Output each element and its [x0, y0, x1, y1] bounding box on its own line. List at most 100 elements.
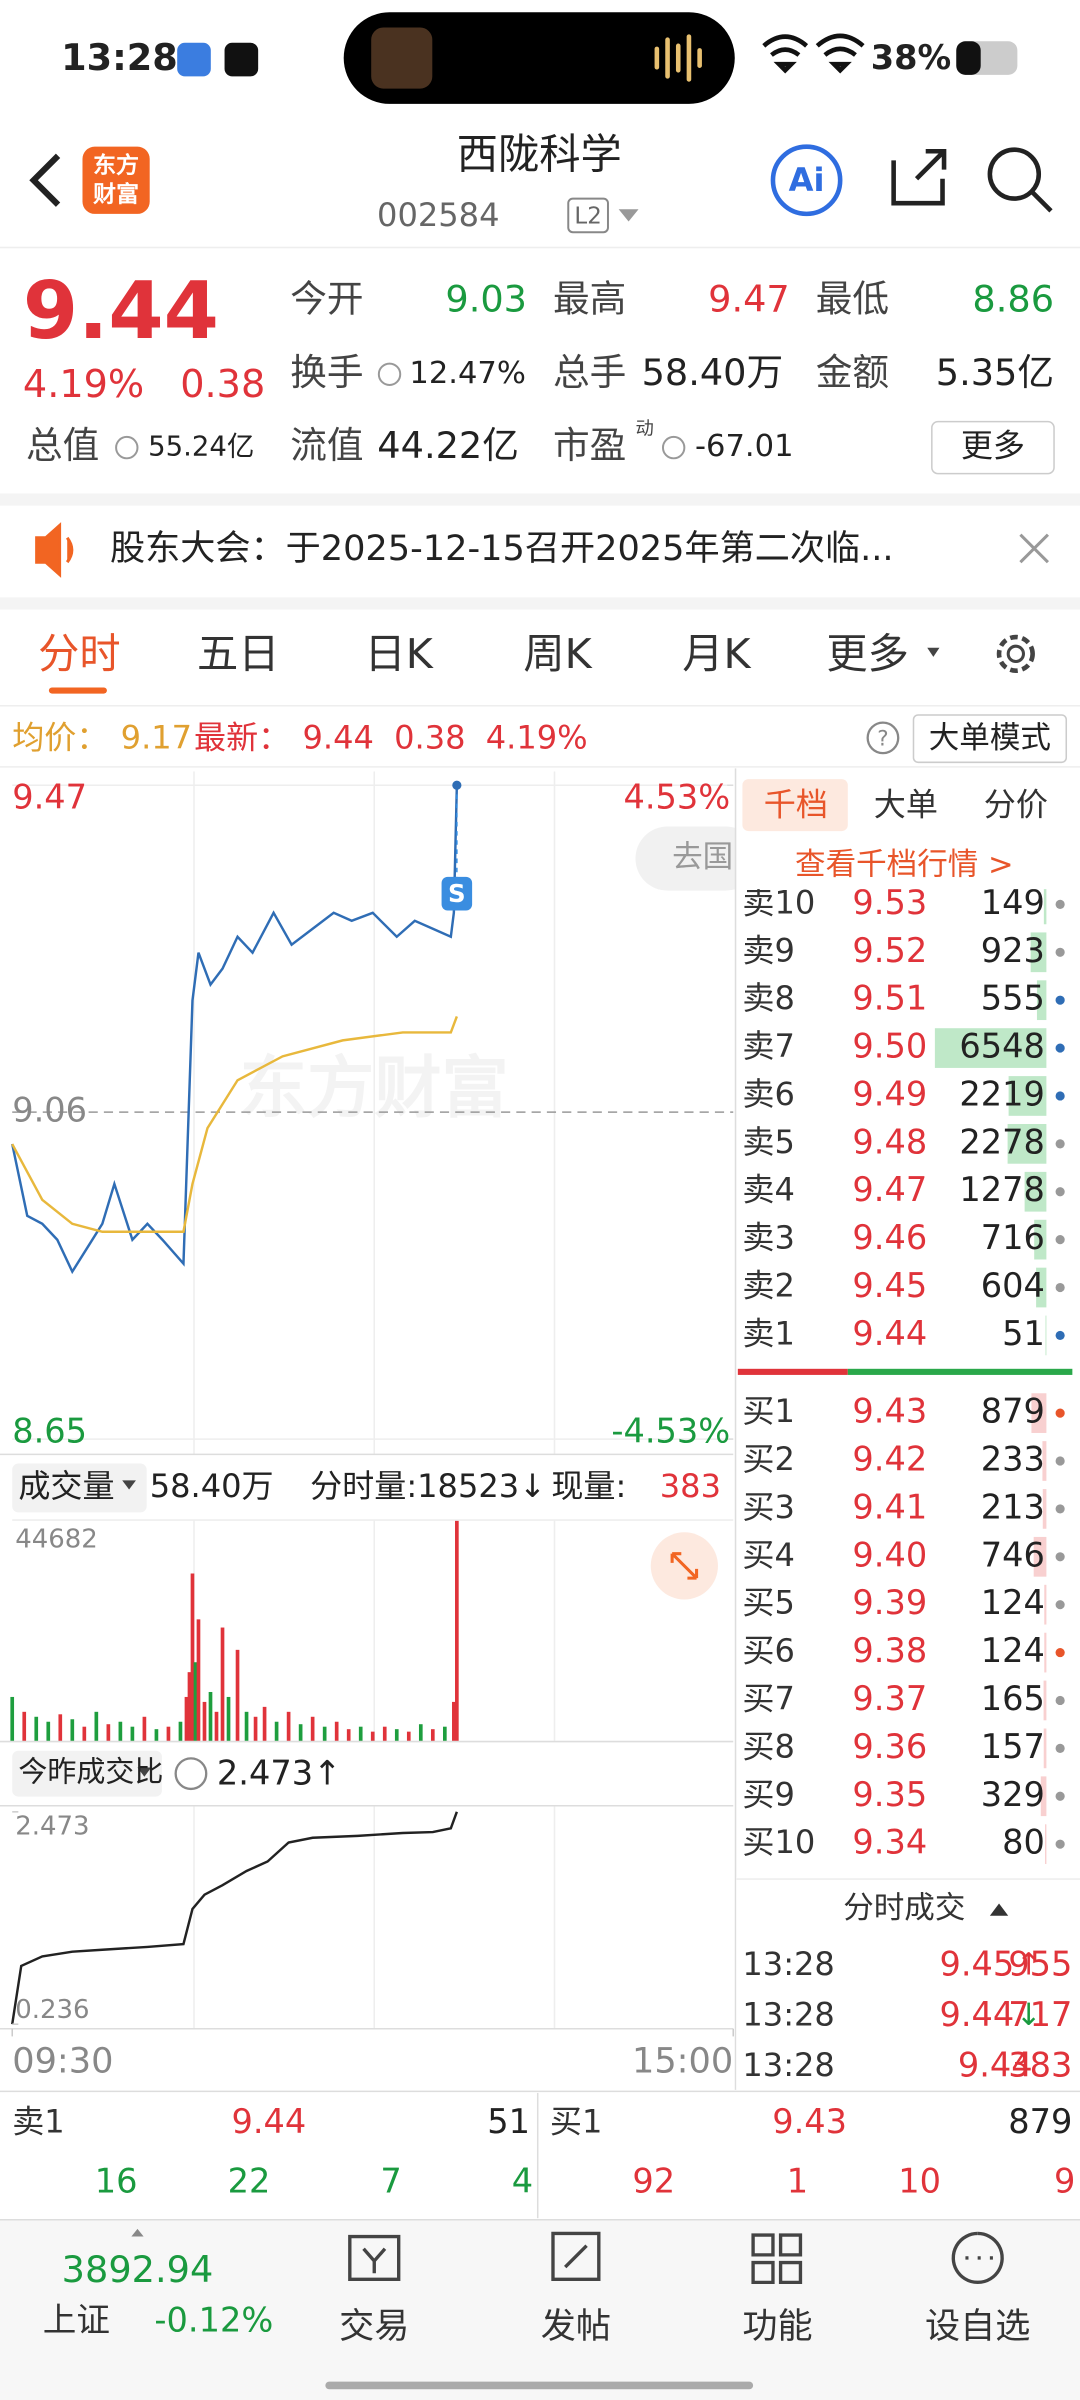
index-value[interactable]: 3892.94 [62, 2248, 214, 2291]
info-latest-label: 最新： [194, 718, 290, 756]
volume-title[interactable]: 成交量 [18, 1467, 114, 1505]
book-price: 9.38 [852, 1631, 927, 1670]
index-change[interactable]: -0.12% [154, 2301, 273, 2340]
nav-item[interactable]: 功能 [742, 2306, 812, 2347]
wifi-icon [815, 33, 865, 74]
depth-bar [1031, 1393, 1047, 1433]
book-level: 买2 [742, 1440, 794, 1478]
book-volume: 716 [981, 1218, 1045, 1257]
bottom-price: 9.43 [772, 2102, 847, 2141]
period-tab[interactable]: 月K [682, 630, 751, 678]
dropdown-arrow[interactable] [618, 209, 639, 222]
period-tab[interactable]: 日K [365, 630, 434, 678]
sell-count: 16 [95, 2162, 138, 2201]
logo-text: 财富 [93, 181, 139, 208]
period-tab[interactable]: 分时 [38, 630, 120, 678]
trades-background [736, 1877, 1080, 2090]
nav-item[interactable]: 设自选 [925, 2306, 1030, 2347]
book-level: 卖2 [742, 1267, 794, 1305]
book-volume: 6548 [959, 1027, 1044, 1066]
book-tab[interactable]: 分价 [984, 786, 1048, 824]
settings-button[interactable] [996, 634, 1035, 673]
app-logo[interactable] [82, 146, 150, 214]
nav-item[interactable]: 交易 [339, 2306, 409, 2347]
depth-bar [1043, 1680, 1047, 1721]
book-dot [1055, 1091, 1065, 1101]
spread-green [847, 1368, 1073, 1375]
stat-label: 总手 [553, 351, 626, 394]
mode-label[interactable]: 大单模式 [929, 721, 1051, 756]
book-link[interactable]: 查看千档行情 > [795, 848, 1014, 883]
book-price: 9.44 [852, 1314, 927, 1353]
trade-price: 9.45 [940, 1945, 1015, 1984]
status-time: 13:28 [61, 36, 178, 79]
period-tab[interactable]: 周K [523, 630, 592, 678]
book-volume: 51 [1002, 1314, 1045, 1353]
index-name[interactable]: 上证 [43, 2301, 110, 2340]
volume-bar [208, 1691, 213, 1742]
app-icon [224, 42, 259, 77]
volume-selector[interactable] [12, 1463, 147, 1513]
book-level: 买8 [742, 1727, 794, 1765]
period-tab[interactable]: 五日 [197, 630, 279, 678]
y-tick-label: 2.473 [15, 1812, 89, 1842]
help-icon[interactable] [866, 721, 900, 755]
depth-bar [1007, 1123, 1047, 1164]
notice-text[interactable]: 股东大会：于2025-12-15召开2025年第二次临... [110, 528, 894, 569]
book-volume: 604 [981, 1266, 1045, 1305]
book-dot [1055, 1139, 1065, 1149]
ai-button[interactable] [770, 144, 843, 217]
stat-value: 12.47% [409, 356, 525, 391]
depth-bar [1040, 1776, 1047, 1817]
stat-label: 金额 [816, 351, 889, 394]
volume-bar [130, 1726, 135, 1742]
signal-badge[interactable] [441, 876, 473, 911]
nav-icon[interactable] [951, 2231, 1004, 2285]
ratio-title[interactable]: 今昨成交比 [18, 1755, 163, 1789]
mode-button[interactable] [912, 714, 1068, 764]
volume-bar [184, 1696, 189, 1742]
volume-bar [244, 1711, 249, 1742]
nav-item[interactable]: 发帖 [541, 2306, 611, 2347]
stat-label: 今开 [290, 277, 363, 320]
more-button[interactable] [931, 420, 1055, 475]
close-button[interactable] [1019, 533, 1050, 564]
volume-bar [253, 1716, 258, 1742]
overlay-label[interactable]: 去国 [672, 840, 733, 875]
ai-label: Ai [789, 161, 825, 199]
book-price: 9.50 [852, 1027, 927, 1066]
book-level: 买3 [742, 1488, 794, 1526]
book-level: 买5 [742, 1584, 794, 1622]
trades-title[interactable]: 分时成交 [843, 1891, 965, 1926]
share-button[interactable] [891, 148, 947, 206]
back-button[interactable] [29, 153, 61, 207]
ratio-selector[interactable] [12, 1750, 162, 1797]
watermark: 东方财富 [240, 1049, 509, 1127]
help-icon[interactable] [174, 1757, 208, 1791]
book-level: 卖4 [742, 1171, 794, 1209]
nav-icon[interactable] [751, 2233, 803, 2285]
depth-bar [1044, 1632, 1047, 1673]
search-button[interactable] [987, 147, 1042, 201]
book-dot [1055, 1456, 1065, 1466]
ratio-value: 2.473↑ [217, 1754, 341, 1793]
y-tick-label: 8.65 [12, 1411, 87, 1450]
sort-arrow [989, 1903, 1009, 1916]
help-icon-mark: ? [877, 726, 888, 751]
depth-bar [1045, 1315, 1047, 1356]
book-tab[interactable]: 大单 [874, 786, 938, 824]
volume-bar [118, 1721, 123, 1742]
overlay-button[interactable] [635, 826, 758, 891]
period-tab[interactable]: 更多 [826, 630, 908, 678]
nav-icon[interactable] [348, 2234, 401, 2281]
buy-count: 10 [898, 2162, 941, 2201]
more-label[interactable]: 更多 [961, 427, 1025, 465]
book-level: 卖7 [742, 1027, 794, 1065]
depth-bar [1045, 1824, 1047, 1865]
volume-bar [10, 1696, 15, 1742]
x-tick-label: 09:30 [12, 2040, 113, 2081]
book-tab[interactable]: 千档 [764, 786, 828, 824]
nav-icon[interactable] [551, 2231, 601, 2281]
trade-arrow: ↑ [1016, 1948, 1042, 1983]
buy-count: 1 [787, 2162, 808, 2201]
